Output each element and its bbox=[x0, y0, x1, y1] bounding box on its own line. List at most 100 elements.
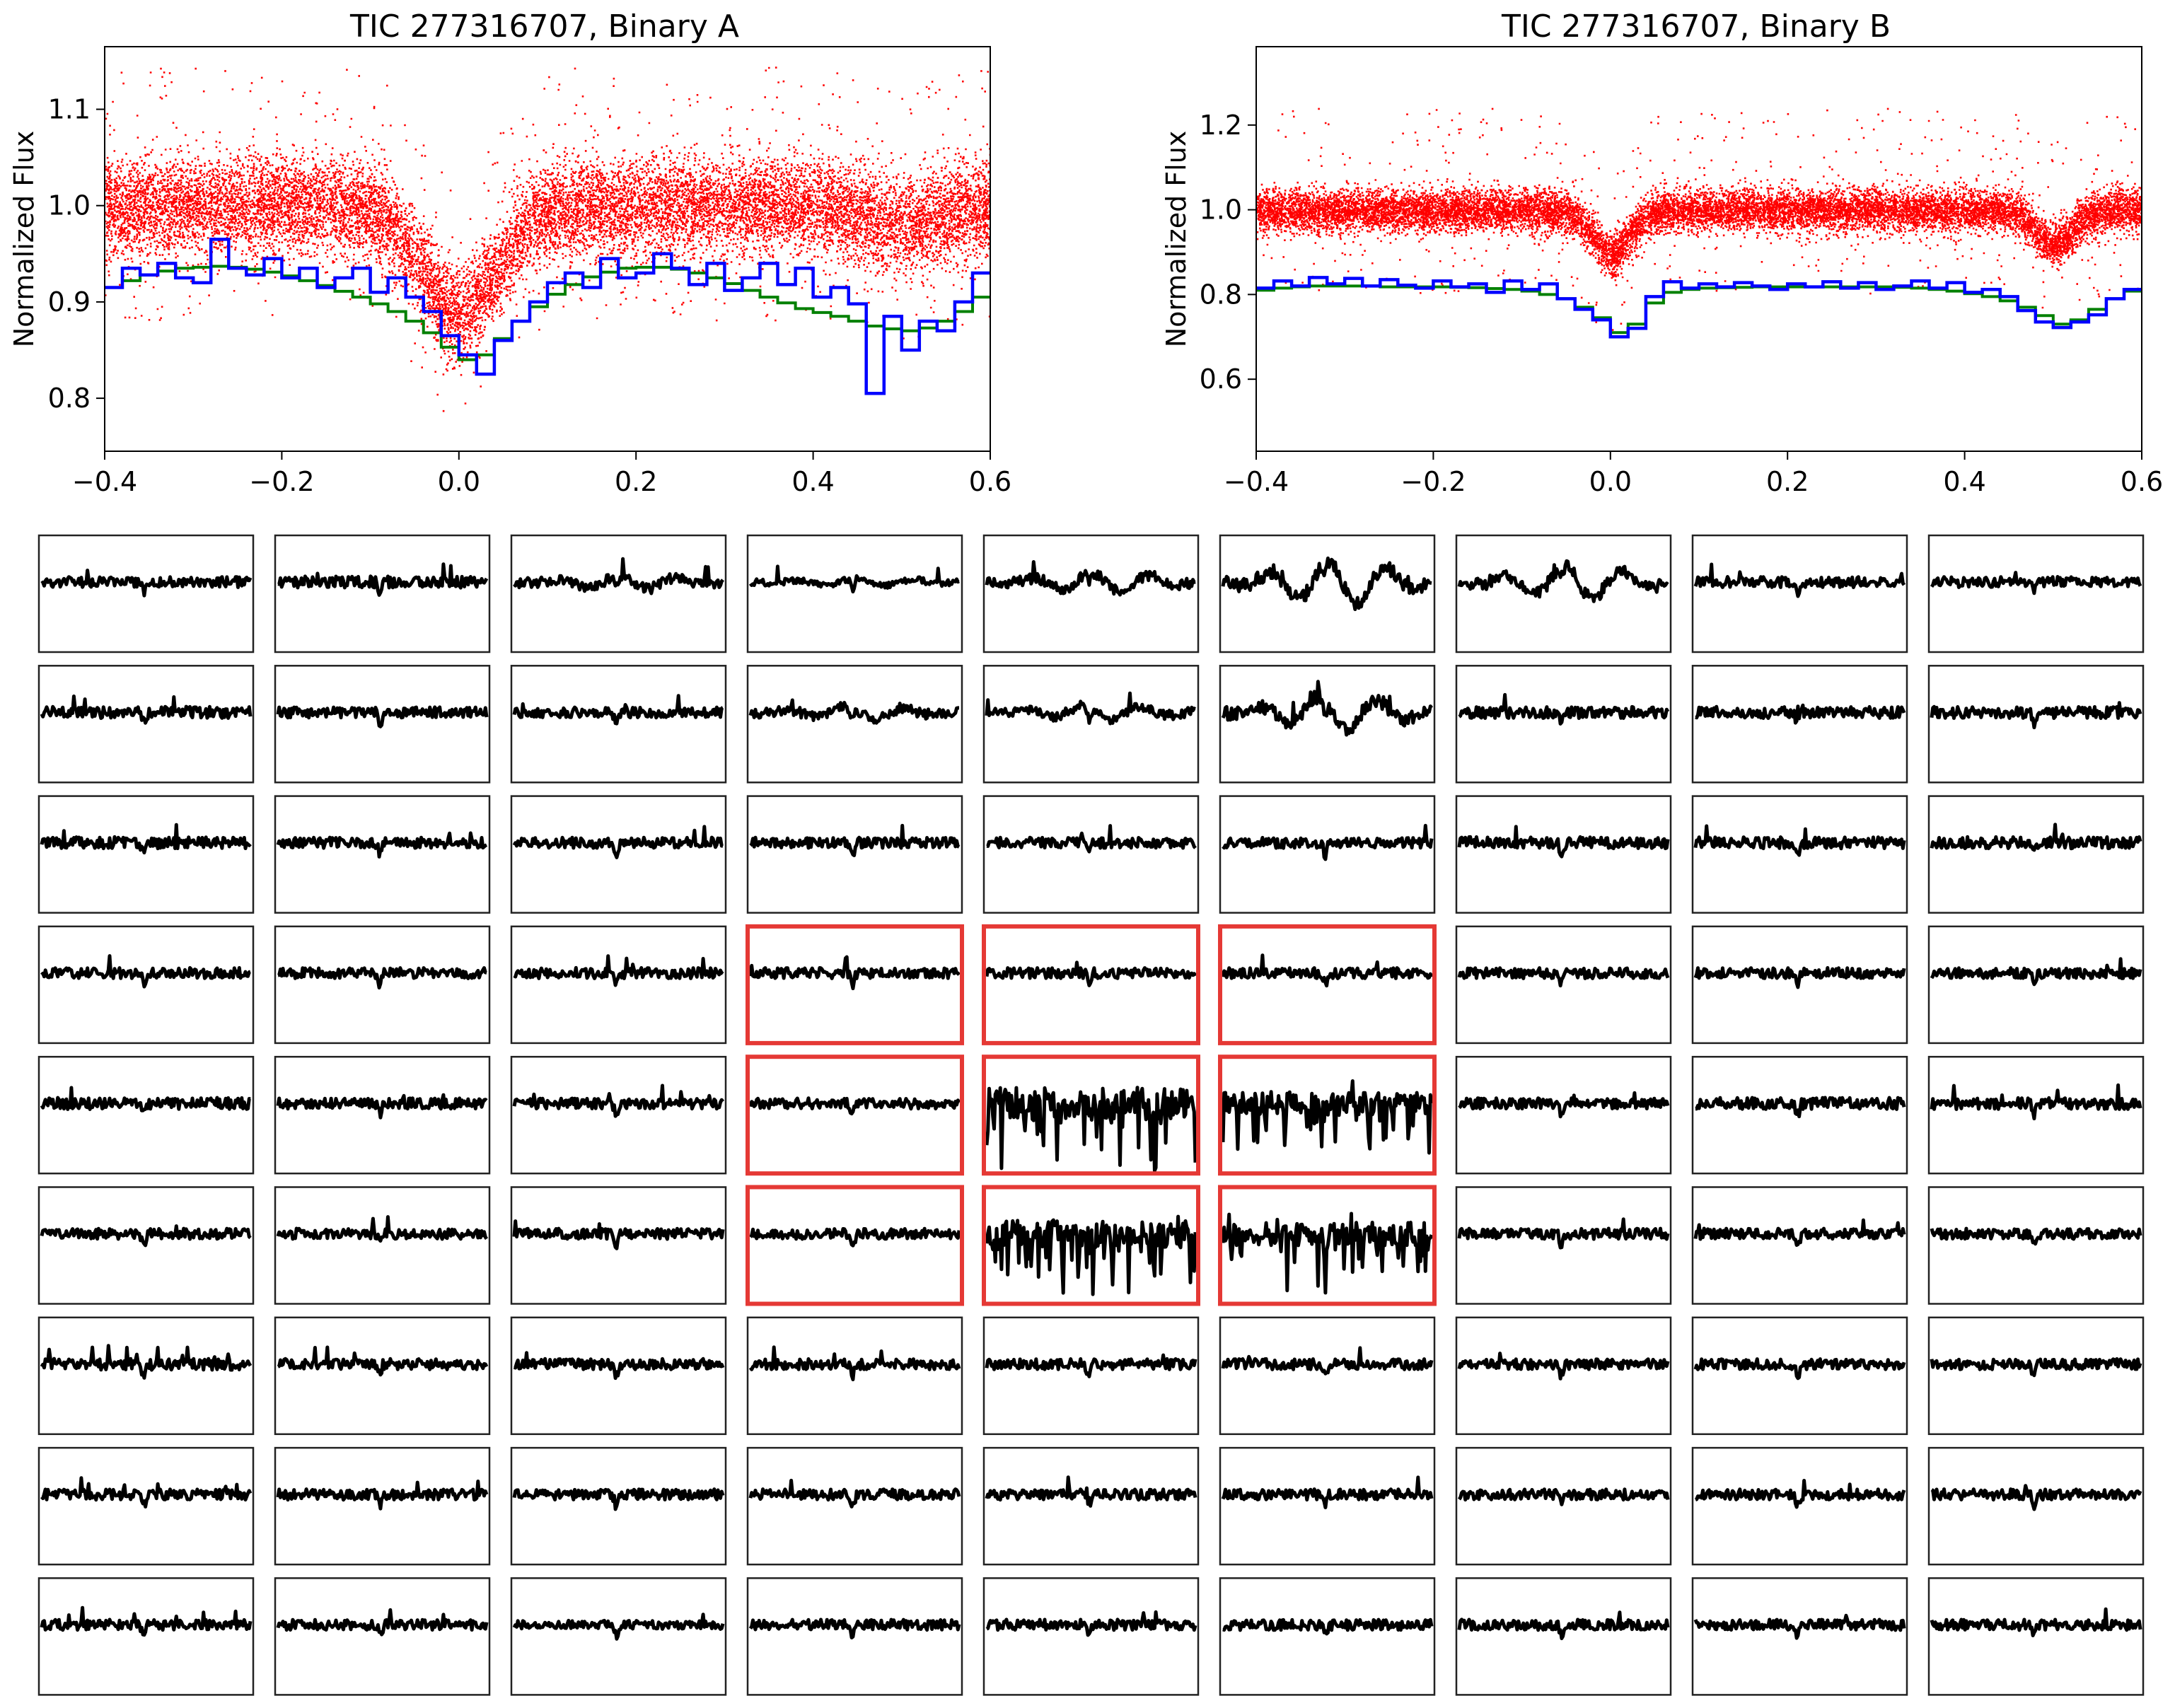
pixel-cell-frame bbox=[274, 1446, 491, 1566]
pixel-light-curve bbox=[40, 1224, 252, 1248]
binary-b-series-blue bbox=[1256, 276, 2142, 339]
pixel-cell-frame bbox=[37, 795, 255, 914]
pixel-cell-frame bbox=[746, 1577, 963, 1696]
binary-b-y-ticks: 0.6 0.8 1.0 1.2 bbox=[1200, 110, 1256, 395]
pixel-light-curve bbox=[1930, 571, 2142, 596]
pixel-cell-frame bbox=[37, 925, 255, 1045]
pixel-cell-frame bbox=[1927, 534, 2145, 653]
pixel-light-curve bbox=[1693, 966, 1906, 989]
pixel-cell bbox=[1219, 665, 1436, 784]
y-tick-label: 1.0 bbox=[48, 190, 91, 221]
y-tick-label: 1.1 bbox=[48, 94, 91, 125]
pixel-cell-frame bbox=[982, 1316, 1200, 1436]
pixel-cell bbox=[1691, 534, 1908, 653]
binary-a-series-green bbox=[105, 265, 990, 361]
y-tick-label: 0.9 bbox=[48, 286, 91, 318]
pixel-cell-frame bbox=[1219, 665, 1436, 784]
pixel-cell-frame bbox=[1691, 1316, 1908, 1436]
pixel-light-curve bbox=[748, 1478, 961, 1509]
pixel-cell bbox=[274, 1577, 491, 1696]
pixel-cell bbox=[1219, 534, 1436, 653]
binary-a-scatter-points bbox=[105, 66, 990, 412]
pixel-cell-frame bbox=[510, 534, 727, 653]
pixel-cell-frame bbox=[1455, 1055, 1672, 1175]
pixel-cell bbox=[746, 665, 963, 784]
pixel-light-curve bbox=[985, 1610, 1197, 1637]
pixel-cell bbox=[510, 1577, 727, 1696]
pixel-light-curve bbox=[985, 1475, 1197, 1508]
pixel-light-curve bbox=[1457, 1487, 1670, 1506]
pixel-light-curve bbox=[512, 1084, 725, 1118]
pixel-cell bbox=[274, 1316, 491, 1436]
pixel-light-curve bbox=[1221, 556, 1432, 611]
x-tick-label: 0.6 bbox=[2121, 466, 2163, 497]
pixel-cell bbox=[982, 1446, 1200, 1566]
pixel-cell bbox=[510, 1186, 727, 1305]
pixel-cell-frame bbox=[1691, 665, 1908, 784]
pixel-cell bbox=[1455, 1186, 1672, 1305]
binary-a-y-ticks: 0.8 0.9 1.0 1.1 bbox=[48, 94, 105, 414]
pixel-cell bbox=[1455, 925, 1672, 1045]
pixel-light-curve bbox=[1457, 966, 1670, 988]
binary-b-axes-frame bbox=[1255, 46, 2142, 452]
pixel-cell bbox=[746, 1185, 964, 1306]
pixel-light-curve bbox=[985, 691, 1196, 726]
pixel-cell-frame bbox=[1219, 795, 1436, 914]
pixel-light-curve bbox=[40, 1086, 251, 1112]
binary-a-series-blue bbox=[105, 238, 990, 395]
pixel-light-curve bbox=[1457, 1610, 1670, 1641]
pixel-cell-frame-highlighted bbox=[982, 1185, 1200, 1306]
pixel-cell-frame bbox=[274, 665, 491, 784]
pixel-cell-frame bbox=[274, 1186, 491, 1305]
pixel-light-curve bbox=[276, 705, 489, 728]
pixel-cell bbox=[37, 1316, 255, 1436]
pixel-light-curve bbox=[1221, 1475, 1434, 1509]
pixel-cell bbox=[1455, 1446, 1672, 1566]
pixel-cell bbox=[1927, 1186, 2145, 1305]
pixel-light-curve bbox=[513, 954, 724, 987]
pixel-cell bbox=[746, 795, 963, 914]
pixel-cell-frame bbox=[1219, 1446, 1436, 1566]
pixel-cell-frame-highlighted bbox=[746, 1055, 964, 1176]
pixel-cell bbox=[746, 1577, 963, 1696]
pixel-cell-frame bbox=[274, 1577, 491, 1696]
pixel-cell-frame-highlighted bbox=[982, 924, 1200, 1045]
pixel-cell-frame bbox=[37, 1186, 255, 1305]
pixel-light-curve bbox=[40, 1476, 253, 1509]
pixel-cell bbox=[1927, 1316, 2145, 1436]
pixel-cell-frame bbox=[37, 1316, 255, 1436]
x-tick-label: 0.4 bbox=[791, 466, 834, 497]
pixel-cell-frame bbox=[746, 1316, 963, 1436]
binary-b-x-ticks: −0.4 −0.2 0.0 0.2 0.4 0.6 bbox=[1224, 451, 2163, 497]
pixel-cell-frame bbox=[274, 1316, 491, 1436]
pixel-light-curve bbox=[1457, 825, 1670, 859]
pixel-cell-frame bbox=[982, 665, 1200, 784]
pixel-cell-frame-highlighted bbox=[746, 924, 964, 1045]
pixel-cell-frame bbox=[274, 925, 491, 1045]
pixel-cell bbox=[1455, 1316, 1672, 1436]
pixel-light-curve bbox=[1693, 562, 1906, 598]
pixel-cell-frame bbox=[1691, 1446, 1908, 1566]
pixel-light-curve bbox=[1221, 1079, 1434, 1155]
pixel-cell bbox=[37, 1577, 255, 1696]
pixel-cell bbox=[37, 1446, 255, 1566]
pixel-cell-frame bbox=[37, 1577, 255, 1696]
binary-a-title: TIC 277316707, Binary A bbox=[349, 8, 739, 45]
pixel-light-curve bbox=[1222, 823, 1434, 861]
pixel-light-curve bbox=[40, 823, 252, 855]
pixel-cell-frame bbox=[1455, 1186, 1672, 1305]
pixel-light-curve bbox=[986, 824, 1197, 854]
x-tick-label: 0.6 bbox=[969, 466, 1011, 497]
pixel-light-curve bbox=[40, 1605, 253, 1637]
pixel-cell bbox=[1455, 534, 1672, 653]
pixel-light-curve bbox=[1930, 1083, 2142, 1121]
pixel-cell bbox=[37, 1055, 255, 1175]
pixel-light-curve bbox=[985, 1353, 1197, 1378]
pixel-cell bbox=[510, 925, 727, 1045]
pixel-cell-frame bbox=[1691, 795, 1908, 914]
pixel-cell-frame bbox=[1927, 665, 2145, 784]
pixel-cell-frame bbox=[982, 795, 1200, 914]
pixel-light-curve bbox=[1930, 1357, 2142, 1378]
pixel-cell bbox=[510, 795, 727, 914]
